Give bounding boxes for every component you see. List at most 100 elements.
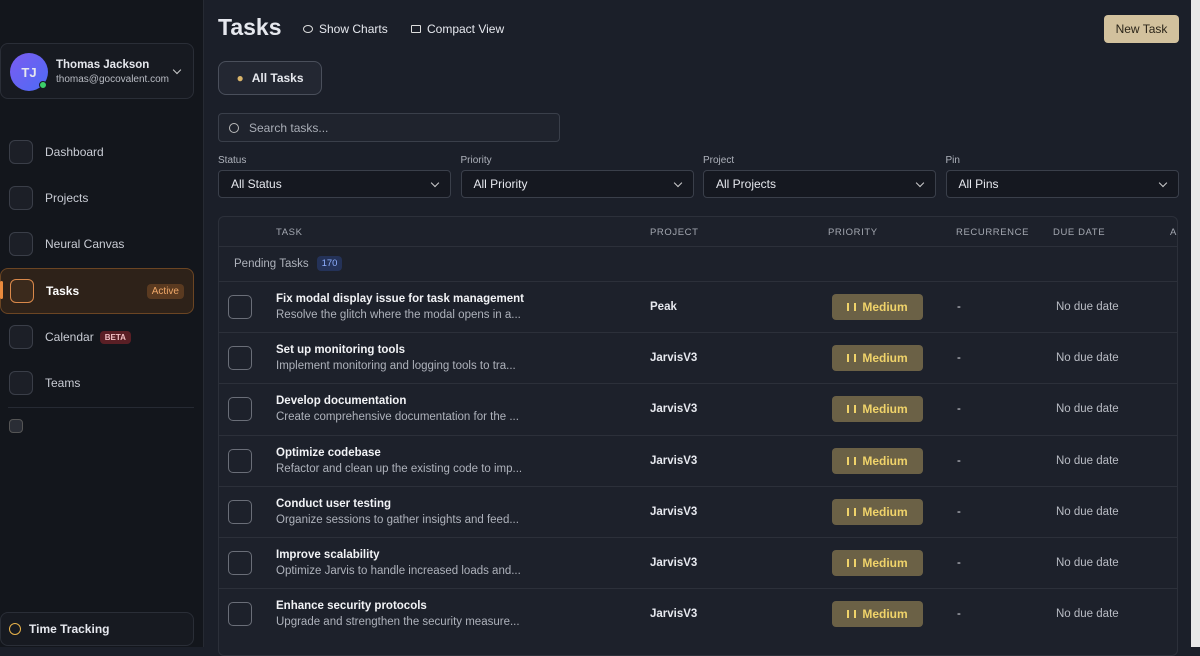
priority-badge[interactable]: Medium [832,345,923,372]
task-project: JarvisV3 [650,557,698,569]
priority-badge[interactable]: Medium [832,601,923,628]
task-title: Enhance security protocols [276,600,427,613]
priority-icon [847,405,857,414]
task-row[interactable]: Set up monitoring tools Implement monitor… [218,332,1178,383]
action-label: Show Charts [319,22,388,36]
task-due-date[interactable]: No due date [1056,505,1119,518]
column-header: DUE DATE [1053,227,1106,238]
filter-label: Status [218,155,247,166]
task-row[interactable]: Optimize codebase Refactor and clean up t… [218,434,1178,486]
task-due-date[interactable]: No due date [1056,454,1119,467]
priority-icon [847,507,857,516]
task-row[interactable]: Improve scalability Optimize Jarvis to ha… [218,537,1178,588]
new-task-button[interactable]: New Task [1104,15,1179,43]
sidebar: TJ Thomas Jackson thomas@gocovalent.com … [0,0,204,647]
nav-label: Projects [45,191,89,205]
task-description: Implement monitoring and logging tools t… [276,360,516,373]
tab[interactable]: ● All Tasks [218,61,322,95]
nav-label: Neural Canvas [45,237,125,251]
divider [8,407,194,408]
active-indicator [0,281,3,299]
checkbox[interactable] [228,397,252,422]
user-email: thomas@gocovalent.com [56,74,169,85]
task-recurrence: - [957,505,961,518]
priority-label: Medium [862,556,908,570]
nav-item[interactable]: Projects [0,175,194,221]
priority-badge[interactable]: Medium [832,396,923,423]
task-due-date[interactable]: No due date [1056,301,1119,313]
task-title: Conduct user testing [276,497,392,510]
time-tracking[interactable]: Time Tracking [0,612,194,646]
search-placeholder: Search tasks... [249,120,329,135]
collapse-button[interactable] [9,419,23,433]
action-label: Compact View [427,22,505,36]
checkbox[interactable] [228,602,252,627]
filter-select[interactable]: All Projects [703,170,936,198]
checkbox[interactable] [228,346,252,371]
nav-icon [9,186,33,210]
user-card[interactable]: TJ Thomas Jackson thomas@gocovalent.com [0,43,194,99]
priority-badge[interactable]: Medium [832,447,923,474]
priority-badge[interactable]: Medium [832,550,923,576]
nav-badge: BETA [99,330,131,344]
nav-icon [10,279,34,303]
time-tracking-label: Time Tracking [29,622,110,636]
filter-select[interactable]: All Priority [460,170,694,198]
search-icon [229,122,239,133]
task-table [218,216,1178,656]
task-title: Improve scalability [276,549,380,561]
nav-icon [9,371,33,395]
task-project: JarvisV3 [650,403,698,416]
filter-select[interactable]: All Status [218,170,451,198]
task-row[interactable]: Fix modal display issue for task managem… [218,281,1178,332]
group-label: Pending Tasks [234,257,309,270]
checkbox[interactable] [228,499,252,524]
task-row[interactable]: Enhance security protocols Upgrade and st… [218,588,1178,639]
priority-badge[interactable]: Medium [832,294,923,320]
filter-label: Priority [460,155,492,166]
checkbox[interactable] [228,551,252,575]
nav-label: Teams [45,376,81,390]
priority-label: Medium [862,504,908,519]
task-project: JarvisV3 [650,608,698,621]
task-project: JarvisV3 [650,454,698,467]
checkbox[interactable] [228,295,252,319]
priority-label: Medium [862,300,908,314]
priority-icon [847,354,857,363]
task-row[interactable]: Conduct user testing Organize sessions to… [218,485,1178,537]
task-title: Set up monitoring tools [276,344,406,357]
header-action[interactable]: Compact View [411,22,504,36]
status-dot [39,81,47,89]
task-due-date[interactable]: No due date [1056,403,1119,416]
nav-item[interactable]: Tasks Active [0,268,194,314]
priority-badge[interactable]: Medium [832,498,923,525]
column-header: PRIORITY [828,227,878,238]
task-row[interactable]: Develop documentation Create comprehensiv… [218,383,1178,434]
task-recurrence: - [957,557,961,569]
scrollbar [1191,0,1200,647]
priority-label: Medium [862,453,908,468]
task-description: Upgrade and strengthen the security meas… [276,616,520,629]
group-header: Pending Tasks 170 [234,256,343,271]
header-action[interactable]: Show Charts [303,22,388,36]
nav-item[interactable]: Dashboard [0,129,194,175]
task-description: Organize sessions to gather insights and… [276,513,519,526]
task-due-date[interactable]: No due date [1056,352,1119,365]
nav-label: Calendar [45,330,94,344]
column-header: TASK [276,227,303,238]
task-title: Develop documentation [276,395,407,408]
nav-item[interactable]: Teams [0,360,194,406]
filter-select[interactable]: All Pins [945,170,1179,198]
task-due-date[interactable]: No due date [1056,557,1119,569]
priority-icon [847,559,857,567]
action-icon [303,25,313,33]
action-icon [411,25,421,33]
nav-item[interactable]: Calendar BETA [0,314,194,360]
search-box[interactable]: Search tasks... [218,113,560,142]
nav-item[interactable]: Neural Canvas [0,221,194,267]
checkbox[interactable] [228,448,252,473]
divider [218,246,1178,247]
task-due-date[interactable]: No due date [1056,608,1119,621]
task-description: Resolve the glitch where the modal opens… [276,309,521,321]
avatar: TJ [10,53,48,91]
